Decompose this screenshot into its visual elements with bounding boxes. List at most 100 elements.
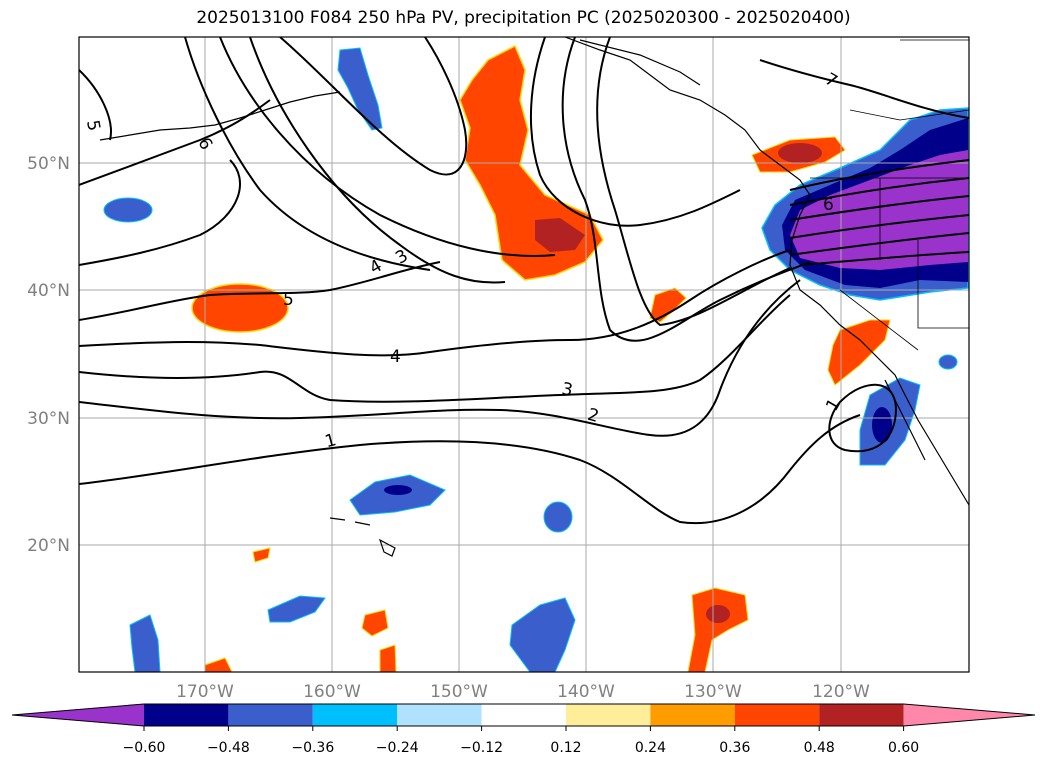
precip-negative-area [267, 595, 326, 623]
pv-contour-trough-c [596, 37, 791, 327]
precip-negative-area [543, 501, 573, 533]
colorbar-tick-label: −0.48 [207, 740, 250, 756]
precip-negative-core [790, 150, 968, 270]
pv-contours [79, 37, 969, 525]
pv-contour-loop-1 [828, 383, 897, 453]
colorbar-tick-label: 0.12 [550, 740, 581, 756]
precip-negative-area [129, 614, 161, 672]
precip-shading [103, 44, 969, 672]
contour-label: 3 [392, 246, 411, 269]
pv-contour-stack-3 [789, 195, 969, 221]
precip-positive-area [191, 283, 289, 333]
pv-contour-ridge-a [279, 37, 468, 176]
longitude-labels: 170°W 160°W 150°W 140°W 130°W 120°W [176, 682, 870, 702]
colorbar-bin [312, 704, 398, 726]
colorbar-ticks [143, 726, 905, 731]
coastline-alaska-south [579, 39, 701, 86]
colorbar-tick-label: −0.60 [123, 740, 166, 756]
lat-label: 50°N [27, 154, 70, 174]
contour-label: 1 [822, 395, 845, 414]
contour-label: 5 [283, 290, 294, 310]
colorbar-bin [819, 704, 904, 726]
lon-label: 160°W [303, 682, 361, 702]
border-states [839, 178, 969, 351]
coastline-alaska [564, 37, 969, 506]
lat-label: 20°N [27, 536, 70, 556]
pv-contour-stack-1 [789, 159, 969, 191]
pv-contour-stack-5 [789, 232, 969, 256]
pv-contour-stack-4 [789, 214, 969, 239]
contour-label: 1 [323, 430, 339, 452]
map-frame [78, 36, 970, 673]
colorbar-bin [397, 704, 482, 726]
contour-label: 7 [821, 69, 840, 92]
coastline-hawaii [329, 517, 396, 557]
lat-label: 30°N [27, 409, 70, 429]
pv-contour-mid-c [184, 37, 431, 271]
coastline-bc [849, 39, 969, 121]
pv-contour-trough-b [561, 37, 811, 342]
pv-contour-mid-b [249, 37, 506, 284]
precip-negative-core [872, 407, 892, 443]
lon-label: 140°W [557, 682, 615, 702]
map-area: 5 6 7 3 4 5 4 3 2 1 6 1 [79, 37, 969, 672]
lon-label: 170°W [176, 682, 234, 702]
map-title: 2025013100 F084 250 hPa PV, precipitatio… [196, 8, 851, 28]
colorbar-bin [481, 704, 566, 726]
precip-positive-area [252, 547, 271, 563]
colorbar-bin [228, 704, 313, 726]
contour-label: 3 [560, 379, 574, 401]
colorbar-extend-right [903, 704, 1035, 726]
pv-contour-3 [79, 294, 791, 403]
pv-contour-4 [79, 249, 791, 357]
precip-positive-core [706, 605, 730, 623]
contour-label: 4 [390, 347, 401, 367]
pv-contour-1 [79, 414, 861, 525]
gridlines [79, 37, 969, 672]
colorbar-tick-label: −0.12 [460, 740, 503, 756]
precip-negative-area [349, 474, 446, 516]
colorbar-bin [734, 704, 820, 726]
lon-label: 130°W [684, 682, 742, 702]
contour-label: 6 [823, 195, 834, 215]
colorbar: −0.60 −0.48 −0.36 −0.24 −0.12 0.12 0.24 … [11, 703, 1036, 756]
pv-contour-west-loop [79, 69, 112, 141]
lon-label: 150°W [430, 682, 488, 702]
precip-positive-area [379, 644, 397, 672]
precip-negative-area [337, 47, 383, 131]
latitude-labels: 50°N 40°N 30°N 20°N [27, 154, 70, 556]
colorbar-bin [650, 704, 735, 726]
precip-negative-area [938, 354, 958, 370]
precip-positive-core [778, 143, 822, 163]
precip-positive-area [827, 319, 891, 386]
contour-label: 4 [366, 256, 385, 279]
lon-label: 120°W [812, 682, 870, 702]
colorbar-tick-label: 0.24 [635, 740, 666, 756]
lat-label: 40°N [27, 281, 70, 301]
precip-positive-area [687, 587, 749, 672]
pv-contour-stack-2 [789, 177, 969, 206]
colorbar-tick-label: 0.60 [888, 740, 919, 756]
pv-contour-7 [759, 59, 969, 119]
colorbar-tick-label: 0.36 [719, 740, 750, 756]
precip-negative-area [103, 197, 153, 223]
colorbar-bin [144, 704, 229, 726]
precip-positive-area [204, 657, 233, 672]
precip-positive-core [535, 218, 585, 252]
pv-contour-5a [79, 261, 441, 321]
pv-contour-2 [79, 279, 801, 437]
pv-contour-mid-a [219, 37, 556, 257]
pv-contour-trough-a [529, 37, 741, 227]
coastlines [99, 37, 969, 557]
colorbar-tick-label: −0.24 [376, 740, 419, 756]
precip-positive-area [361, 609, 389, 637]
coastline-aleutians [99, 91, 341, 141]
precip-negative-core [384, 485, 412, 495]
precip-negative-area [509, 597, 576, 672]
contour-label: 5 [82, 119, 104, 133]
colorbar-tick-label: −0.36 [291, 740, 334, 756]
colorbar-extend-left [12, 704, 144, 726]
precip-positive-area [459, 44, 604, 281]
colorbar-tick-label: 0.48 [804, 740, 835, 756]
